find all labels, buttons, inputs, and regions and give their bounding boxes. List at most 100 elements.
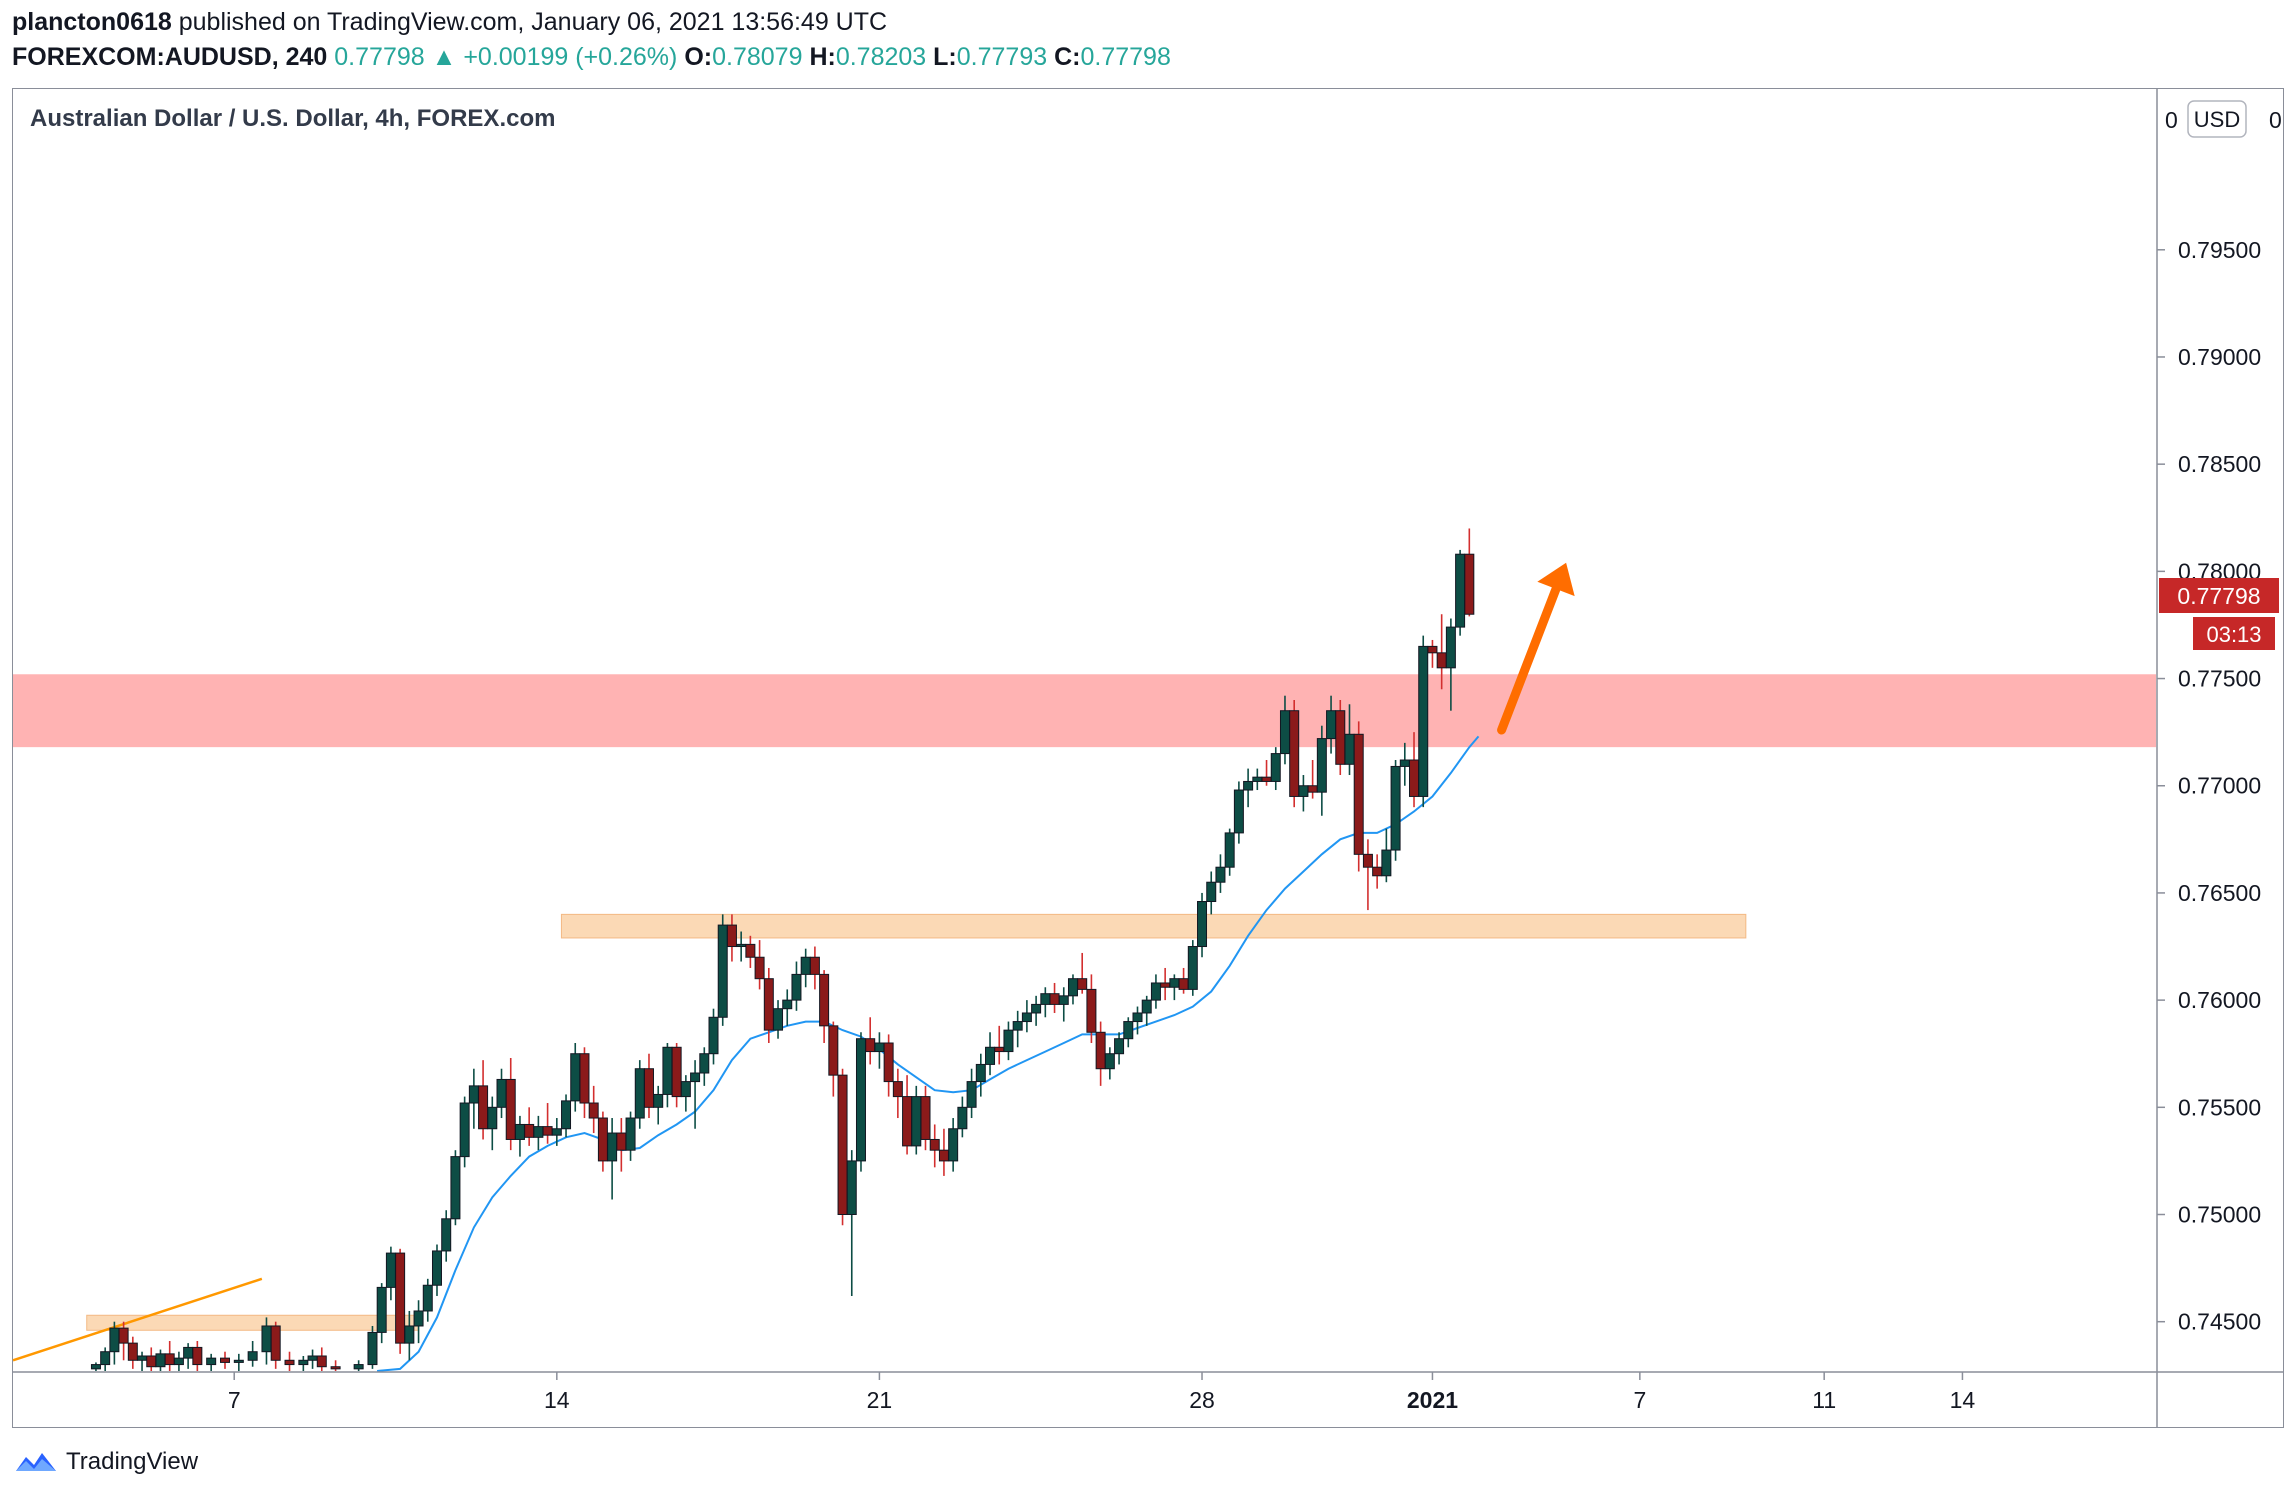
candle <box>1095 1021 1106 1086</box>
candle <box>173 1351 184 1371</box>
candle-body <box>100 1351 111 1366</box>
currency-button[interactable]: USD <box>2187 100 2247 138</box>
candle <box>819 970 830 1043</box>
candle <box>1141 995 1152 1026</box>
candle <box>127 1336 138 1369</box>
candle <box>1335 699 1346 776</box>
candle-body <box>717 924 728 1018</box>
candle-body <box>1445 626 1456 669</box>
y-tick-label: 0.75000 <box>2178 1202 2261 1228</box>
candle-body <box>643 1068 654 1108</box>
chart-pane[interactable] <box>12 88 2284 1428</box>
candle-body <box>653 1093 664 1108</box>
candle <box>1178 967 1189 994</box>
x-tick-label: 14 <box>544 1387 570 1413</box>
candle <box>929 1124 940 1168</box>
candle-body <box>1132 1012 1143 1023</box>
candle-body <box>690 1072 701 1083</box>
chart-title: Australian Dollar / U.S. Dollar, 4h, FOR… <box>30 105 556 132</box>
candle <box>690 1060 701 1129</box>
candle-body <box>957 1106 968 1130</box>
author-name[interactable]: plancton0618 <box>12 8 172 36</box>
moving-average-layer <box>377 735 1480 1372</box>
candle <box>524 1107 535 1146</box>
last-price-badge: 0.77798 <box>2159 578 2279 613</box>
candle <box>1187 940 1198 996</box>
candle-body <box>1464 553 1475 615</box>
candle-body <box>1252 776 1263 782</box>
candle <box>206 1353 217 1371</box>
candle <box>1362 839 1373 911</box>
candle <box>782 989 793 1026</box>
candle-body <box>1279 710 1290 755</box>
candle-body <box>570 1053 581 1102</box>
candle-body <box>634 1068 645 1119</box>
candle <box>1427 639 1438 668</box>
candle-body <box>892 1081 903 1098</box>
candle-body <box>736 943 747 948</box>
candle-body <box>625 1117 636 1151</box>
high-value: 0.78203 <box>835 43 927 71</box>
candle <box>1233 781 1244 844</box>
candle <box>653 1085 664 1125</box>
candle <box>800 948 811 988</box>
candle <box>966 1068 977 1119</box>
candle-body <box>1427 645 1438 654</box>
candle <box>1077 952 1088 994</box>
candle <box>1086 974 1097 1043</box>
candle <box>588 1085 599 1134</box>
candle <box>1169 974 1180 1001</box>
candle-body <box>441 1218 452 1252</box>
candle-body <box>920 1096 931 1140</box>
candle <box>1464 528 1475 617</box>
y-tick-label: 0.76500 <box>2178 880 2261 906</box>
candle-body <box>1197 901 1208 948</box>
candle-body <box>270 1325 281 1361</box>
candle-body <box>118 1327 129 1344</box>
x-tick-label: 2021 <box>1407 1387 1458 1413</box>
candle-body <box>1362 853 1373 868</box>
candle <box>353 1360 364 1371</box>
candle <box>413 1300 424 1344</box>
zones-layer <box>13 674 2156 1331</box>
candle-body <box>487 1106 498 1130</box>
footer-brand[interactable]: TradingView <box>66 1448 199 1475</box>
up-triangle-icon: ▲ <box>431 43 457 71</box>
candle <box>385 1246 396 1301</box>
symbol-label: FOREXCOM:AUDUSD, 240 <box>12 43 328 71</box>
candle-body <box>192 1346 203 1366</box>
candle <box>1445 618 1456 711</box>
candle <box>459 1096 470 1168</box>
candle <box>330 1360 341 1371</box>
x-tick-label: 28 <box>1189 1387 1215 1413</box>
candle-body <box>367 1331 378 1366</box>
candle-body <box>496 1078 507 1108</box>
candle-body <box>1040 993 1051 1005</box>
candle-body <box>307 1355 318 1361</box>
candle-body <box>233 1359 244 1363</box>
candle <box>450 1150 461 1226</box>
candle-body <box>206 1357 217 1366</box>
candle <box>1215 854 1226 893</box>
y-axis-top-partial-right: 0 <box>2269 107 2282 133</box>
candle <box>219 1351 230 1369</box>
candle-body <box>1261 776 1272 782</box>
zone-support-upper <box>560 913 1747 939</box>
candle <box>1058 987 1069 1022</box>
candle-body <box>330 1366 341 1370</box>
candle-body <box>468 1085 479 1104</box>
candle-body <box>137 1355 148 1361</box>
candle <box>90 1362 101 1371</box>
candle-body <box>1031 1003 1042 1014</box>
candle <box>514 1115 525 1157</box>
candle <box>680 1075 691 1112</box>
candle-body <box>846 1160 857 1216</box>
tradingview-logo-icon <box>16 1453 56 1471</box>
candle-body <box>1150 982 1161 1001</box>
candle <box>468 1068 479 1129</box>
candle-body <box>1206 881 1217 903</box>
y-axis-top-partial: 0 <box>2165 107 2178 133</box>
candle <box>1132 1006 1143 1035</box>
candle <box>1067 974 1078 1005</box>
